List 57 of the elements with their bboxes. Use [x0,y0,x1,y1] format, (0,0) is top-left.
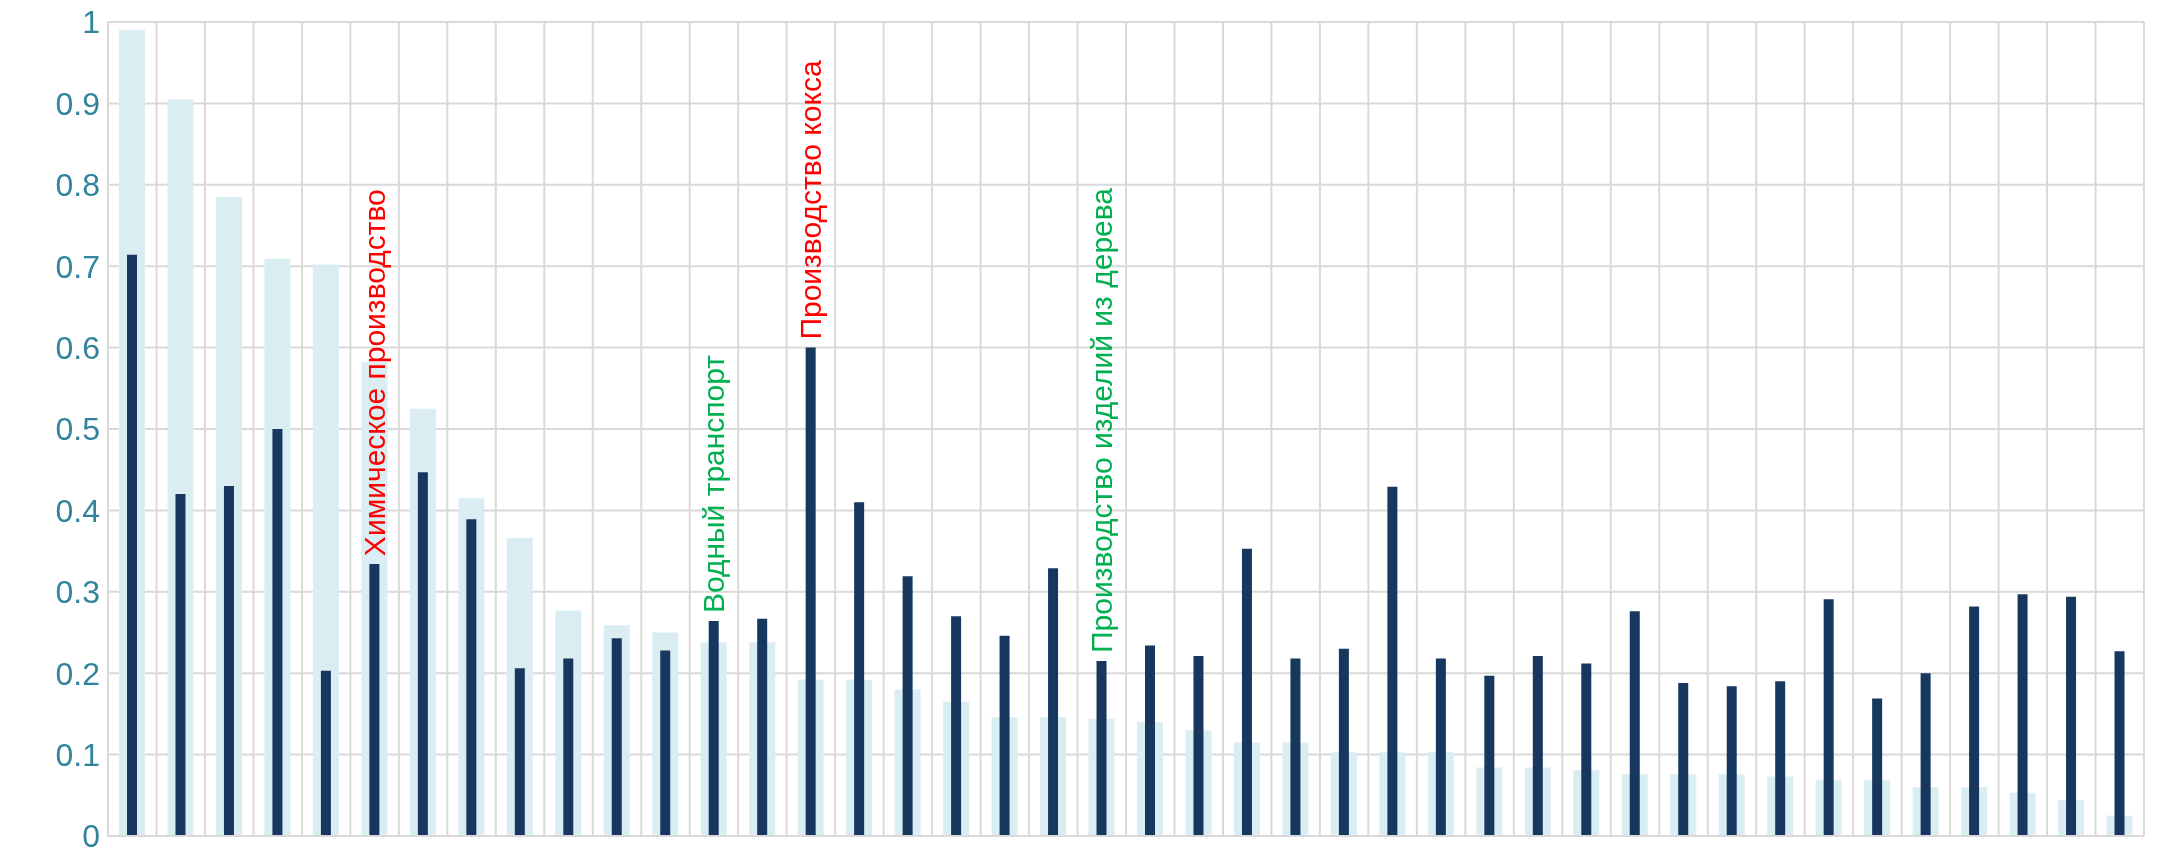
bar [951,616,962,836]
bar [1775,681,1786,836]
bar [902,576,913,836]
bar [1048,568,1059,836]
bar [2066,596,2077,836]
bar [1823,599,1834,836]
bar [1435,658,1446,836]
bar [1096,660,1107,836]
y-tick-label: 0.7 [55,248,100,285]
bar [1387,486,1398,836]
bar [1338,648,1349,836]
bar [1532,656,1543,836]
x-tick-label: Производство кокса [794,60,828,340]
bar [175,494,186,836]
bar [1629,611,1640,836]
bar [223,485,234,836]
x-tick-label: Химическое производство [357,189,391,557]
bar [611,638,622,836]
bar [272,429,283,836]
y-tick-label: 0.4 [55,492,100,529]
bar [127,254,137,836]
y-tick-label: 0.2 [55,655,100,692]
y-tick-label: 0.8 [55,167,100,204]
bar [1241,548,1252,836]
bar [1145,645,1155,836]
bar [1484,675,1495,836]
bar [466,519,477,836]
x-tick-label: Производство изделий из дерева [1085,187,1119,653]
bar [854,502,865,836]
bar [1920,673,1931,836]
bar [1969,606,1980,836]
bar [369,564,380,836]
bar [757,618,768,836]
bar [708,621,719,836]
bar [1193,656,1204,836]
y-tick-label: 0.3 [55,574,100,611]
bar [514,668,525,836]
y-tick-label: 0.1 [55,736,100,773]
bar [660,650,671,836]
bar [320,670,331,836]
bar [417,472,428,836]
bar [563,658,574,836]
x-tick-label: Водный транспорт [697,354,731,614]
y-tick-label: 0 [82,818,100,850]
bar [1678,682,1689,836]
bar [1581,663,1592,836]
bar [805,347,816,836]
bar [2114,651,2125,836]
bar [2017,594,2028,836]
bar [1872,698,1883,836]
bar [999,635,1010,836]
bar [1290,658,1301,836]
y-tick-label: 0.5 [55,411,100,448]
y-tick-label: 0.9 [55,85,100,122]
y-tick-label: 1 [82,4,100,41]
y-tick-label: 0.6 [55,329,100,366]
bar [1726,686,1737,836]
